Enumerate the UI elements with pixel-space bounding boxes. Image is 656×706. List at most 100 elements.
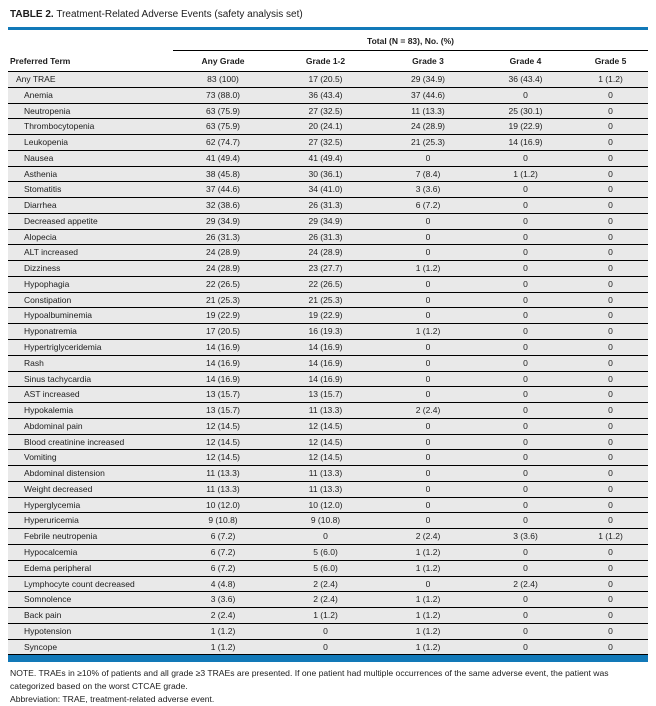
cell-value: 3 (3.6) <box>478 528 573 545</box>
cell-preferred-term: Blood creatinine increased <box>8 434 173 451</box>
cell-value: 0 <box>378 434 478 451</box>
cell-value: 0 <box>573 197 649 214</box>
table-row: Hypotension 1 (1.2) 0 1 (1.2) 0 0 <box>8 623 649 640</box>
table-row: Constipation 21 (25.3) 21 (25.3) 0 0 0 <box>8 292 649 309</box>
cell-value: 6 (7.2) <box>173 528 273 545</box>
cell-value: 22 (26.5) <box>173 276 273 293</box>
cell-value: 63 (75.9) <box>173 118 273 136</box>
cell-preferred-term: Somnolence <box>8 591 173 609</box>
cell-value: 36 (43.4) <box>478 71 573 88</box>
cell-value: 2 (2.4) <box>273 591 378 609</box>
cell-value: 0 <box>378 481 478 498</box>
cell-value: 1 (1.2) <box>173 623 273 640</box>
cell-preferred-term: Thrombocytopenia <box>8 118 173 136</box>
cell-value: 0 <box>573 481 649 498</box>
cell-value: 0 <box>573 386 649 404</box>
table-row: Diarrhea 32 (38.6) 26 (31.3) 6 (7.2) 0 0 <box>8 197 649 214</box>
cell-value: 0 <box>378 307 478 325</box>
cell-value: 12 (14.5) <box>173 449 273 467</box>
cell-value: 12 (14.5) <box>273 418 378 435</box>
cell-value: 0 <box>573 639 649 656</box>
cell-value: 0 <box>478 544 573 561</box>
cell-value: 14 (16.9) <box>478 134 573 151</box>
cell-value: 9 (10.8) <box>273 512 378 530</box>
cell-preferred-term: Dizziness <box>8 260 173 277</box>
cell-value: 0 <box>273 623 378 640</box>
table-row: Hyperglycemia 10 (12.0) 10 (12.0) 0 0 0 <box>8 497 649 514</box>
table-row: Hyponatremia 17 (20.5) 16 (19.3) 1 (1.2) 0 0 <box>8 323 649 341</box>
cell-value: 14 (16.9) <box>273 371 378 388</box>
cell-preferred-term: Diarrhea <box>8 197 173 214</box>
top-accent-rule <box>8 27 648 30</box>
cell-preferred-term: Weight decreased <box>8 481 173 498</box>
cell-value: 11 (13.3) <box>378 103 478 120</box>
cell-preferred-term: Stomatitis <box>8 181 173 199</box>
cell-value: 0 <box>478 497 573 514</box>
cell-value: 2 (2.4) <box>378 402 478 419</box>
cell-value: 1 (1.2) <box>378 591 478 609</box>
column-header-grade-3: Grade 3 <box>378 50 478 72</box>
table-header: Total (N = 83), No. (%) Preferred Term A… <box>8 30 649 72</box>
cell-value: 0 <box>478 371 573 388</box>
cell-value: 19 (22.9) <box>478 118 573 136</box>
cell-preferred-term: Abdominal distension <box>8 465 173 482</box>
cell-preferred-term: Hyperuricemia <box>8 512 173 530</box>
cell-value: 26 (31.3) <box>273 197 378 214</box>
table-title: TABLE 2. Treatment-Related Adverse Event… <box>8 5 648 27</box>
cell-value: 5 (6.0) <box>273 544 378 561</box>
cell-value: 37 (44.6) <box>173 181 273 199</box>
cell-value: 4 (4.8) <box>173 576 273 593</box>
cell-value: 41 (49.4) <box>273 150 378 167</box>
cell-value: 0 <box>573 497 649 514</box>
cell-value: 0 <box>573 465 649 482</box>
cell-value: 0 <box>573 607 649 624</box>
adverse-events-table: Total (N = 83), No. (%) Preferred Term A… <box>8 30 649 656</box>
cell-value: 0 <box>378 465 478 482</box>
cell-value: 0 <box>378 355 478 372</box>
cell-value: 0 <box>573 418 649 435</box>
note-text: NOTE. TRAEs in ≥10% of patients and all … <box>10 668 609 692</box>
cell-value: 6 (7.2) <box>378 197 478 214</box>
cell-value: 14 (16.9) <box>273 355 378 372</box>
cell-value: 0 <box>573 449 649 467</box>
table-row: Hypophagia 22 (26.5) 22 (26.5) 0 0 0 <box>8 276 649 293</box>
table-number-label: TABLE 2. <box>10 9 54 20</box>
table-row: ALT increased 24 (28.9) 24 (28.9) 0 0 0 <box>8 244 649 262</box>
cell-value: 0 <box>478 512 573 530</box>
cell-value: 0 <box>478 560 573 577</box>
cell-value: 12 (14.5) <box>273 449 378 467</box>
cell-value: 0 <box>478 449 573 467</box>
cell-value: 24 (28.9) <box>378 118 478 136</box>
cell-value: 1 (1.2) <box>573 528 649 545</box>
cell-value: 1 (1.2) <box>378 607 478 624</box>
cell-value: 13 (15.7) <box>173 386 273 404</box>
cell-value: 22 (26.5) <box>273 276 378 293</box>
cell-value: 0 <box>573 244 649 262</box>
table-row: Decreased appetite 29 (34.9) 29 (34.9) 0 0 0 <box>8 213 649 230</box>
cell-value: 5 (6.0) <box>273 560 378 577</box>
cell-value: 13 (15.7) <box>273 386 378 404</box>
cell-value: 0 <box>478 276 573 293</box>
cell-value: 0 <box>378 339 478 356</box>
cell-value: 21 (25.3) <box>173 292 273 309</box>
cell-value: 0 <box>478 591 573 609</box>
cell-preferred-term: Hyperglycemia <box>8 497 173 514</box>
cell-value: 19 (22.9) <box>273 307 378 325</box>
table-row: Lymphocyte count decreased 4 (4.8) 2 (2.4)… <box>8 576 649 593</box>
cell-value: 0 <box>573 623 649 640</box>
cell-value: 0 <box>478 339 573 356</box>
cell-value: 0 <box>573 260 649 277</box>
table-row: Nausea 41 (49.4) 41 (49.4) 0 0 0 <box>8 150 649 167</box>
cell-preferred-term: Hypophagia <box>8 276 173 293</box>
cell-value: 0 <box>573 544 649 561</box>
cell-value: 7 (8.4) <box>378 166 478 183</box>
table-footnotes: NOTE. TRAEs in ≥10% of patients and all … <box>8 662 648 706</box>
cell-value: 14 (16.9) <box>273 339 378 356</box>
cell-value: 34 (41.0) <box>273 181 378 199</box>
cell-value: 24 (28.9) <box>173 244 273 262</box>
cell-value: 0 <box>478 402 573 419</box>
cell-value: 0 <box>573 166 649 183</box>
cell-value: 32 (38.6) <box>173 197 273 214</box>
table-row: Syncope 1 (1.2) 0 1 (1.2) 0 0 <box>8 639 649 656</box>
